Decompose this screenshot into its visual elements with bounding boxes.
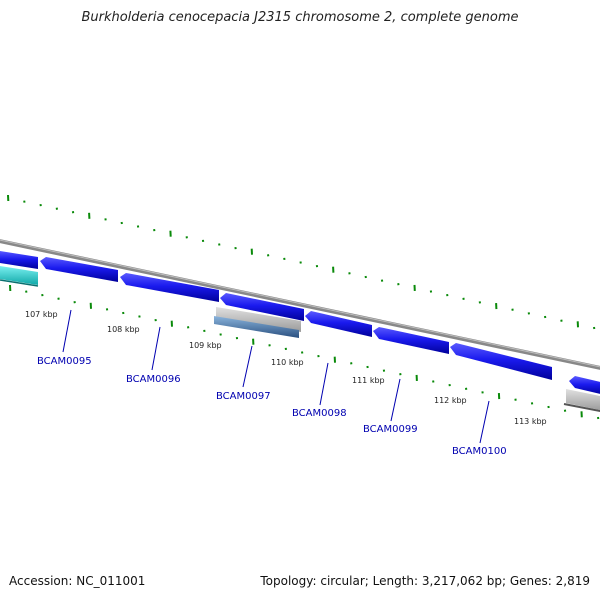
gene-arrow-bcam0095[interactable] [0,251,38,269]
kbp-scale: 107 kbp 108 kbp 109 kbp 110 kbp 111 kbp … [25,310,547,426]
gene-arrow-bcam0101[interactable] [450,343,552,380]
leader-line [242,345,253,388]
gene-arrow-bcam0100[interactable] [373,327,449,354]
leader-line [319,362,329,406]
gene-arrow-bcam0102[interactable] [569,376,600,395]
gene-arrow-bcam0096[interactable] [40,257,118,282]
chromosome-backbone-highlight [0,239,600,368]
genome-summary: Topology: circular; Length: 3,217,062 bp… [260,574,590,588]
gene-label-bcam0096[interactable]: BCAM0096 [126,374,181,385]
gene-label-bcam0100[interactable]: BCAM0100 [452,446,507,457]
gray-feature [216,307,301,332]
gray-feature-right [566,389,600,410]
gene-arrow-bcam0098[interactable] [220,293,304,321]
kbp-label: 113 kbp [514,417,547,426]
accession-label: Accession: NC_011001 [9,574,146,588]
gene-labels: BCAM0095 BCAM0096 BCAM0097 BCAM0098 BCAM… [37,356,507,457]
map-title: Burkholderia cenocepacia J2315 chromosom… [81,10,519,25]
gene-label-bcam0095[interactable]: BCAM0095 [37,356,92,367]
gene-arrow-bcam0097[interactable] [120,273,219,302]
kbp-label: 110 kbp [271,358,304,367]
leader-line [151,326,161,371]
gene-label-bcam0099[interactable]: BCAM0099 [363,424,418,435]
chromosome-backbone [0,239,600,370]
outer-tick-track [7,194,596,330]
leader-line [479,400,490,444]
gene-arrow-bcam0099[interactable] [305,311,372,337]
gene-label-bcam0097[interactable]: BCAM0097 [216,391,271,402]
gene-leader-lines [62,309,490,444]
gene-label-bcam0098[interactable]: BCAM0098 [292,408,347,419]
kbp-label: 108 kbp [107,325,140,334]
cyan-feature-edge [0,279,39,287]
kbp-label: 107 kbp [25,310,58,319]
cyan-feature [0,266,38,285]
leader-line [390,378,401,422]
kbp-label: 109 kbp [189,341,222,350]
steel-feature [214,316,299,338]
gray-feature-right-edge [563,403,600,413]
kbp-label: 112 kbp [434,396,467,405]
kbp-label: 111 kbp [352,376,385,385]
gene-track [0,251,600,395]
leader-line [62,309,72,353]
inner-tick-track [9,284,600,420]
